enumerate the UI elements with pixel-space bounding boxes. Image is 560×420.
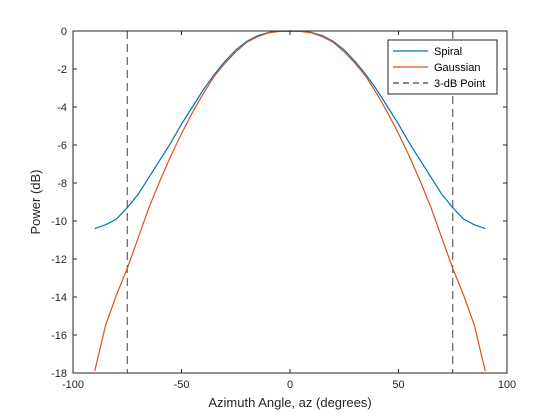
y-axis-ticks: 0 -2 -4 -6 -8 -10 -12 -14 -16 -18 — [51, 26, 507, 380]
x-axis-label: Azimuth Angle, az (degrees) — [208, 395, 371, 410]
legend-entry-label: 3-dB Point — [434, 78, 485, 90]
legend: Spiral Gaussian 3-dB Point — [387, 39, 498, 95]
y-axis-label: Power (dB) — [28, 169, 43, 234]
y-tick-label: -4 — [57, 102, 67, 114]
y-tick-label: -6 — [57, 140, 67, 152]
legend-entry-label: Spiral — [434, 46, 462, 58]
y-tick-label: -8 — [57, 178, 67, 190]
x-tick-label: 50 — [392, 379, 404, 391]
x-tick-label: 100 — [498, 379, 516, 391]
x-tick-label: -50 — [174, 379, 190, 391]
legend-entry-label: Gaussian — [434, 62, 480, 74]
y-tick-label: -2 — [57, 64, 67, 76]
x-tick-label: -100 — [62, 379, 84, 391]
x-axis-ticks: -100 -50 0 50 100 — [62, 31, 516, 391]
y-tick-label: -16 — [51, 330, 67, 342]
x-tick-label: 0 — [287, 379, 293, 391]
y-tick-label: -18 — [51, 368, 67, 380]
y-tick-label: -10 — [51, 216, 67, 228]
y-tick-label: 0 — [61, 26, 67, 38]
y-tick-label: -12 — [51, 254, 67, 266]
y-tick-label: -14 — [51, 292, 67, 304]
